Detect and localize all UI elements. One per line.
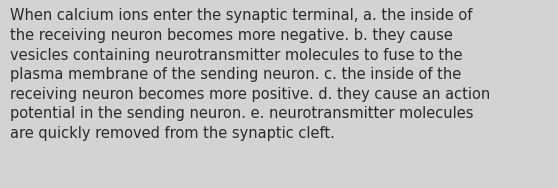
Text: When calcium ions enter the synaptic terminal, a. the inside of
the receiving ne: When calcium ions enter the synaptic ter… (10, 8, 490, 141)
